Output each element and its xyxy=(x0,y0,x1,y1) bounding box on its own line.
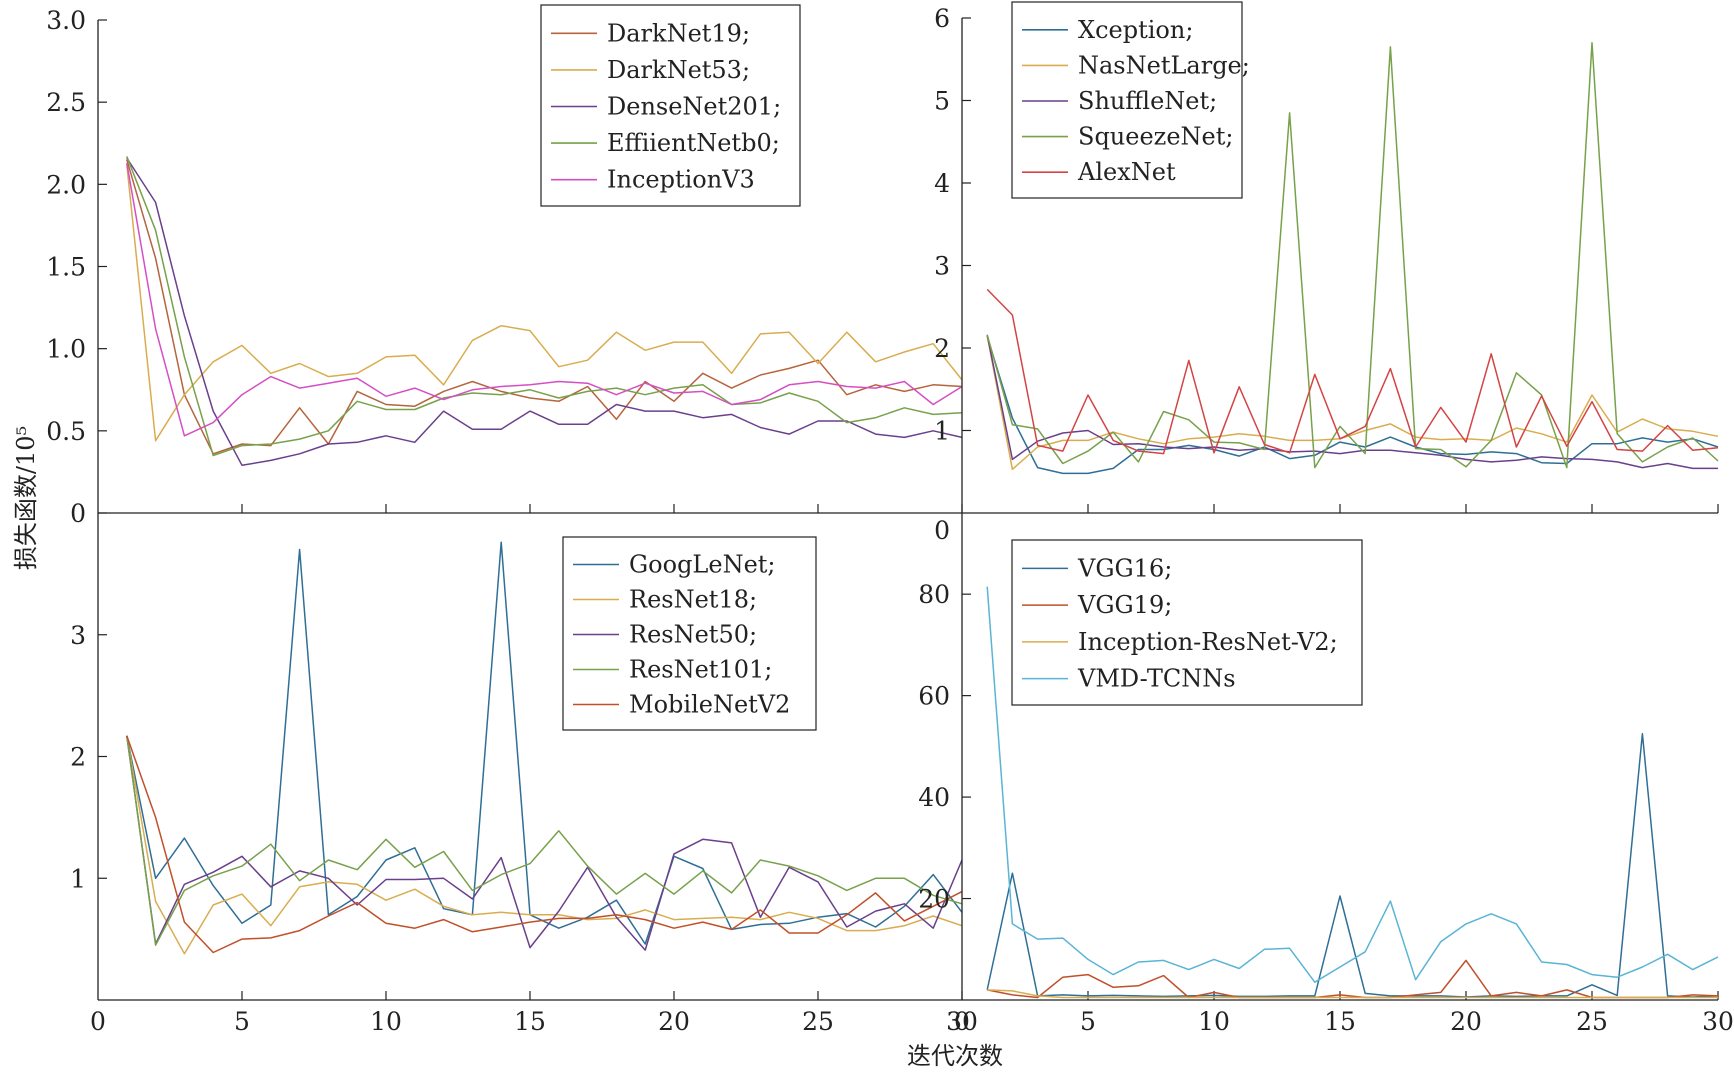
figure-y-label: 损失函数/10⁵ xyxy=(12,426,40,570)
y-tick-label: 2.5 xyxy=(46,88,86,117)
series-line-3 xyxy=(987,989,1718,999)
legend-label: VMD-TCNNs xyxy=(1077,665,1236,693)
legend-label: MobileNetV2 xyxy=(629,691,790,719)
y-tick-label: 4 xyxy=(934,169,950,198)
legend: Xception; NasNetLarge; ShuffleNet; SqueezeN… xyxy=(1011,1,1250,199)
chart-panel-1: 00.51.01.52.02.53.0 DarkNet19;DarkNet53;D… xyxy=(46,4,963,528)
series-line-3 xyxy=(126,735,963,951)
legend: VGG16; VGG19; Inception-ResNet-V2; VMD-TCNN… xyxy=(1011,539,1363,706)
series-line-4 xyxy=(126,156,963,457)
legend-label: InceptionV3 xyxy=(607,166,755,194)
x-tick-label: 25 xyxy=(802,1007,834,1036)
legend-box xyxy=(540,4,801,207)
x-tick-label: 15 xyxy=(1324,1007,1356,1036)
legend-label: DarkNet53; xyxy=(607,56,750,84)
x-tick-label: 0 xyxy=(90,1007,106,1036)
legend-label: ResNet50; xyxy=(629,621,757,649)
series-line-5 xyxy=(126,735,963,954)
series-line-1 xyxy=(986,336,1719,475)
legend-box xyxy=(1011,539,1363,706)
legend-label: NasNetLarge; xyxy=(1078,51,1250,79)
x-tick-label: 10 xyxy=(370,1007,402,1036)
legend-box xyxy=(562,536,817,731)
y-tick-label: 3 xyxy=(934,252,950,281)
legend-label: EffiientNetb0; xyxy=(607,129,780,157)
chart-panel-2: 1 2 3 4 5 6 Xception; NasNetLarge; ShuffleNet; Sq… xyxy=(934,1,1719,514)
legend-label: GoogLeNet; xyxy=(629,551,776,579)
y-tick-label: 1 xyxy=(70,864,86,893)
series-line-4 xyxy=(126,735,963,946)
y-tick-label: 80 xyxy=(918,580,950,609)
series-line-1 xyxy=(986,732,1719,998)
series-line-2 xyxy=(126,164,963,442)
legend-label: SqueezeNet; xyxy=(1078,123,1233,151)
series-line-5 xyxy=(126,162,963,437)
x-tick-label: 0 xyxy=(954,1007,970,1036)
y-tick-label: 40 xyxy=(918,783,950,812)
figure-x-label: 迭代次数 xyxy=(907,1042,1003,1070)
y-tick-label: 3 xyxy=(70,621,86,650)
y-tick-label: 3.0 xyxy=(46,6,86,35)
y-tick-label: 0.5 xyxy=(46,417,86,446)
y-tick-label: 20 xyxy=(918,885,950,914)
legend-label: DarkNet19; xyxy=(607,19,750,47)
legend-label: Xception; xyxy=(1078,16,1193,44)
series-line-3 xyxy=(986,334,1718,470)
legend-label: Inception-ResNet-V2; xyxy=(1078,628,1338,656)
x-tick-label: 25 xyxy=(1576,1007,1608,1036)
y-tick-label: 2.0 xyxy=(46,170,86,199)
y-tick-label: 5 xyxy=(934,87,950,116)
chart-panels: 00.51.01.52.02.53.0 DarkNet19;DarkNet53;D… xyxy=(46,1,1734,1036)
legend-label: ShuffleNet; xyxy=(1078,87,1217,115)
y-tick-label: 0 xyxy=(934,516,950,545)
series-line-1 xyxy=(126,541,963,945)
legend-label: AlexNet xyxy=(1077,158,1176,186)
x-tick-label: 20 xyxy=(658,1007,690,1036)
legend-label: DenseNet201; xyxy=(607,93,781,121)
legend-label: ResNet18; xyxy=(629,586,757,614)
y-tick-label: 60 xyxy=(918,682,950,711)
y-tick-label: 0 xyxy=(70,499,86,528)
series-line-2 xyxy=(986,335,1719,471)
x-tick-label: 30 xyxy=(1702,1007,1734,1036)
x-tick-label: 15 xyxy=(514,1007,546,1036)
series-line-5 xyxy=(986,288,1719,455)
series-line-3 xyxy=(126,157,963,467)
y-tick-label: 1.0 xyxy=(46,335,86,364)
y-tick-label: 1.5 xyxy=(46,253,86,282)
series-line-2 xyxy=(126,735,963,955)
legend-label: VGG16; xyxy=(1077,554,1172,582)
legend-label: VGG19; xyxy=(1077,591,1172,619)
y-tick-label: 2 xyxy=(934,334,950,363)
series-line-1 xyxy=(126,159,963,455)
x-tick-label: 10 xyxy=(1198,1007,1230,1036)
x-tick-label: 30 xyxy=(946,1007,978,1036)
chart-panel-4: 20 40 60 80 0 0 5 10 15 20 25 30 VGG16; VGG19; Incepti… xyxy=(918,513,1734,1036)
x-tick-label: 20 xyxy=(1450,1007,1482,1036)
legend-label: ResNet101; xyxy=(629,656,772,684)
legend: GoogLeNet; ResNet18; ResNet50; ResNet101; Mo… xyxy=(562,536,817,731)
x-tick-label: 5 xyxy=(1080,1007,1096,1036)
legend-box xyxy=(1011,1,1243,199)
series-line-4 xyxy=(986,586,1719,983)
y-tick-label: 2 xyxy=(70,743,86,772)
legend: DarkNet19; DarkNet53; DenseNet201; Effiient… xyxy=(540,4,801,207)
series-line-4 xyxy=(986,41,1719,469)
x-tick-label: 5 xyxy=(234,1007,250,1036)
y-tick-label: 1 xyxy=(934,417,950,446)
y-tick-label: 6 xyxy=(934,4,950,33)
